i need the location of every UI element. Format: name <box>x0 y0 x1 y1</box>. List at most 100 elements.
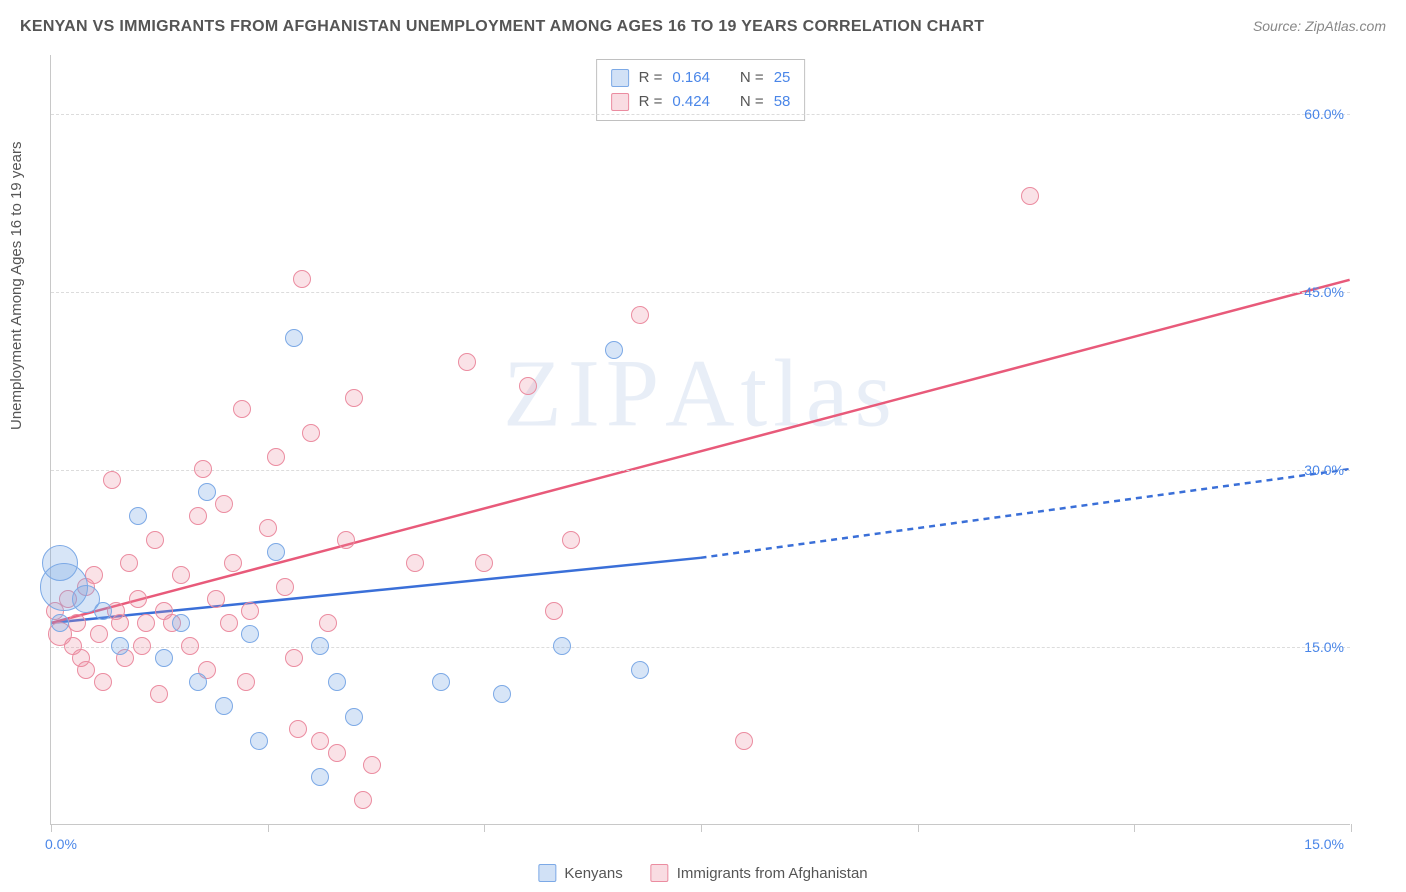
r-value-afghan: 0.424 <box>672 90 710 114</box>
data-point <box>553 637 571 655</box>
trendline <box>51 280 1349 623</box>
data-point <box>311 637 329 655</box>
data-point <box>302 424 320 442</box>
data-point <box>241 602 259 620</box>
data-point <box>129 507 147 525</box>
legend-label-kenyans: Kenyans <box>564 865 622 882</box>
data-point <box>631 661 649 679</box>
x-axis-max-label: 15.0% <box>1304 836 1344 852</box>
swatch-blue <box>611 69 629 87</box>
x-axis-min-label: 0.0% <box>45 836 77 852</box>
series-legend: Kenyans Immigrants from Afghanistan <box>538 864 867 882</box>
y-tick-label: 60.0% <box>1304 106 1344 122</box>
data-point <box>215 697 233 715</box>
x-tick <box>701 824 702 832</box>
watermark: ZIPAtlas <box>503 338 898 449</box>
swatch-blue <box>538 864 556 882</box>
gridline <box>51 647 1350 648</box>
swatch-pink <box>651 864 669 882</box>
data-point <box>215 495 233 513</box>
data-point <box>311 732 329 750</box>
data-point <box>103 471 121 489</box>
data-point <box>237 673 255 691</box>
data-point <box>172 566 190 584</box>
data-point <box>250 732 268 750</box>
y-tick-label: 15.0% <box>1304 639 1344 655</box>
gridline <box>51 114 1350 115</box>
x-tick <box>1134 824 1135 832</box>
r-label: R = <box>639 90 663 114</box>
legend-row-afghan: R = 0.424 N = 58 <box>611 90 791 114</box>
x-tick <box>51 824 52 832</box>
data-point <box>137 614 155 632</box>
data-point <box>345 389 363 407</box>
data-point <box>328 673 346 691</box>
swatch-pink <box>611 93 629 111</box>
data-point <box>519 377 537 395</box>
data-point <box>241 625 259 643</box>
r-label: R = <box>639 66 663 90</box>
data-point <box>311 768 329 786</box>
data-point <box>111 637 129 655</box>
data-point <box>328 744 346 762</box>
data-point <box>220 614 238 632</box>
data-point <box>233 400 251 418</box>
data-point <box>345 708 363 726</box>
data-point <box>337 531 355 549</box>
data-point <box>562 531 580 549</box>
data-point <box>475 554 493 572</box>
gridline <box>51 470 1350 471</box>
data-point <box>289 720 307 738</box>
data-point <box>285 649 303 667</box>
data-point <box>285 329 303 347</box>
data-point <box>77 661 95 679</box>
x-tick <box>484 824 485 832</box>
data-point <box>493 685 511 703</box>
data-point <box>111 614 129 632</box>
data-point <box>194 460 212 478</box>
data-point <box>207 590 225 608</box>
gridline <box>51 292 1350 293</box>
y-tick-label: 45.0% <box>1304 284 1344 300</box>
data-point <box>68 614 86 632</box>
x-tick <box>268 824 269 832</box>
data-point <box>94 602 112 620</box>
data-point <box>189 673 207 691</box>
n-label: N = <box>740 66 764 90</box>
data-point <box>631 306 649 324</box>
data-point <box>293 270 311 288</box>
data-point <box>90 625 108 643</box>
data-point <box>198 483 216 501</box>
data-point <box>735 732 753 750</box>
data-point <box>94 673 112 691</box>
data-point <box>51 614 69 632</box>
scatter-chart: ZIPAtlas R = 0.164 N = 25 R = 0.424 N = … <box>50 55 1350 825</box>
y-tick-label: 30.0% <box>1304 462 1344 478</box>
data-point <box>458 353 476 371</box>
data-point <box>224 554 242 572</box>
data-point <box>406 554 424 572</box>
data-point <box>150 685 168 703</box>
n-value-kenyans: 25 <box>774 66 791 90</box>
data-point <box>1021 187 1039 205</box>
data-point <box>181 637 199 655</box>
data-point <box>120 554 138 572</box>
data-point <box>189 507 207 525</box>
data-point <box>432 673 450 691</box>
data-point <box>276 578 294 596</box>
chart-source: Source: ZipAtlas.com <box>1253 18 1386 34</box>
legend-item-afghan: Immigrants from Afghanistan <box>651 864 868 882</box>
data-point <box>363 756 381 774</box>
data-point <box>267 543 285 561</box>
legend-label-afghan: Immigrants from Afghanistan <box>677 865 868 882</box>
legend-row-kenyans: R = 0.164 N = 25 <box>611 66 791 90</box>
data-point <box>172 614 190 632</box>
n-value-afghan: 58 <box>774 90 791 114</box>
y-axis-label: Unemployment Among Ages 16 to 19 years <box>8 141 25 430</box>
x-tick <box>1351 824 1352 832</box>
x-tick <box>918 824 919 832</box>
chart-header: KENYAN VS IMMIGRANTS FROM AFGHANISTAN UN… <box>20 18 1386 36</box>
data-point <box>354 791 372 809</box>
data-point <box>545 602 563 620</box>
data-point <box>146 531 164 549</box>
